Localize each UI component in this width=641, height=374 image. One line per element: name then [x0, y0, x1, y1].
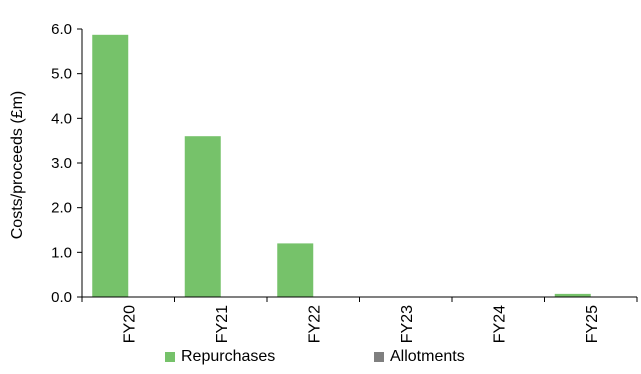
y-axis-label: Costs/proceeds (£m): [9, 91, 26, 240]
legend-swatch-repurchases: [165, 352, 175, 362]
y-tick-label: 0.0: [51, 289, 72, 306]
y-tick-label: 6.0: [51, 21, 72, 38]
legend-item-allotments: Allotments: [374, 348, 465, 366]
x-tick-label: FY25: [584, 305, 601, 343]
x-tick-label: FY24: [491, 305, 508, 343]
bar-repurchases-fy25: [554, 293, 591, 297]
y-tick-label: 2.0: [51, 200, 72, 217]
bars: [92, 34, 591, 297]
x-tick-label: FY20: [121, 305, 138, 343]
x-axis: FY20 FY21 FY22 FY23 FY24 FY25: [81, 296, 638, 343]
legend: Repurchases Allotments: [0, 348, 641, 370]
y-axis: 0.0 1.0 2.0 3.0 4.0 5.0 6.0: [51, 21, 83, 306]
legend-label-repurchases: Repurchases: [181, 348, 276, 365]
y-tick-label: 4.0: [51, 110, 72, 127]
legend-item-repurchases: Repurchases: [165, 348, 275, 366]
legend-label-allotments: Allotments: [390, 348, 465, 365]
y-tick-label: 3.0: [51, 155, 72, 172]
bar-repurchases-fy20: [92, 34, 129, 297]
x-tick-label: FY22: [306, 305, 323, 343]
y-tick-label: 5.0: [51, 66, 72, 83]
legend-swatch-allotments: [374, 352, 384, 362]
x-tick-label: FY21: [214, 305, 231, 343]
bar-repurchases-fy22: [277, 243, 314, 297]
y-tick-label: 1.0: [51, 244, 72, 261]
bar-repurchases-fy21: [184, 136, 221, 297]
x-tick-label: FY23: [399, 305, 416, 343]
